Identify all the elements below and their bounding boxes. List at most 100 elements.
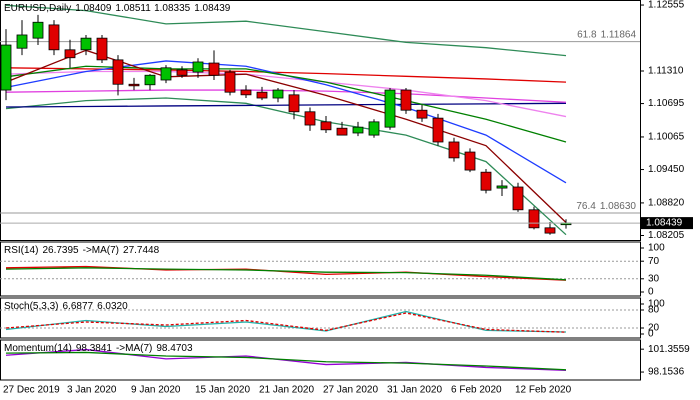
candle-body [288,94,300,113]
y-tick-label: 1.09450 [648,164,685,175]
y-tick-label: 80 [648,305,660,316]
header-part: 6.0320 [97,301,128,312]
header-part: Momentum(14) [4,343,72,354]
panel-header: Stoch(5,3,3) 6.6877 6.0320 [4,301,128,312]
header-part: EURUSD,Daily [4,3,71,14]
fib-level-name: 76.4 [576,201,596,212]
header-part: 98.4703 [156,343,193,354]
indicator-panel-frame [0,241,641,297]
fib-level-price: 1.11864 [601,29,637,40]
candle-body [368,121,380,136]
candle-body [256,91,268,99]
x-tick-label: 15 Jan 2020 [195,385,250,396]
candle-body [64,49,76,59]
y-tick-label: 1.08205 [648,230,685,241]
candle-body [224,71,236,93]
header-part: 98.3841 [76,343,113,354]
candle-body [208,62,220,76]
header-part: RSI(14) [4,245,38,256]
indicator-panel-frame [0,297,641,339]
candle-body [464,151,476,171]
candle-body [128,83,140,87]
indicator-line [5,65,567,143]
candle-body [80,37,92,51]
x-tick-label: 12 Feb 2020 [515,385,572,396]
header-part: Stoch(5,3,3) [4,301,58,312]
x-tick-label: 9 Jan 2020 [131,385,181,396]
price-panel-frame [0,0,641,241]
header-part: 1.08511 [115,3,151,14]
candle-body [240,89,252,96]
candle-body [0,44,12,91]
candle-body [480,171,492,191]
indicator-line [5,312,567,333]
candle-body [400,89,412,111]
indicator-line [5,70,567,118]
fib-level-price: 1.08630 [600,201,637,212]
candle-body [96,37,108,61]
candle-body [496,185,508,189]
panel-header: RSI(14) 26.7395 ->MA(7) 27.7448 [4,245,160,256]
candle-body [144,74,156,86]
y-tick-label: 100 [648,299,665,310]
y-tick-label: 0 [648,329,654,340]
header-part: 27.7448 [123,245,160,256]
header-part: 1.08439 [194,3,231,14]
candle-body [432,117,444,143]
header-part: ->MA(7) [83,245,119,256]
candle-body [304,111,316,126]
candle-body [528,209,540,229]
indicator-line [5,265,567,281]
candle-body [16,34,28,49]
indicator-line [5,67,567,83]
fib-level-label: 61.8 1.11864 [577,29,636,40]
y-tick-label: 1.11310 [648,66,684,77]
indicator-line [5,89,567,103]
candle-body [48,24,60,51]
y-tick-label: 98.1536 [648,367,685,378]
candle-body [416,109,428,119]
x-tick-label: 31 Jan 2020 [387,385,442,396]
y-tick-label: 1.08820 [648,198,685,209]
candle-body [512,186,524,211]
candle-body [176,69,188,76]
y-tick-label: 1.10065 [648,132,685,143]
header-part: 26.7395 [42,245,79,256]
indicator-line [5,267,567,281]
indicator-line [5,348,567,372]
candle-body [272,89,284,99]
y-tick-label: 1.10695 [648,98,685,109]
y-tick-label: 70 [648,256,660,267]
y-tick-label: 1.12555 [648,0,685,11]
header-part: 1.08335 [154,3,191,14]
panel-header: EURUSD,Daily 1.08409 1.08511 1.08335 1.08439 [4,3,231,14]
panel-header: Momentum(14) 98.3841 ->MA(7) 98.4703 [4,343,193,354]
candle-body [320,121,332,131]
y-tick-label: 101.3559 [648,344,690,355]
x-tick-label: 6 Feb 2020 [451,385,502,396]
y-tick-label: 20 [648,323,660,334]
candle-body [384,89,396,128]
candle-body [336,127,348,136]
candle-body [448,141,460,159]
header-part: 1.08409 [75,3,112,14]
current-price-label: 1.08439 [646,218,683,229]
candle-body [112,59,124,85]
fib-level-label: 76.4 1.08630 [576,201,636,212]
header-part: ->MA(7) [116,343,152,354]
indicator-line [5,351,567,371]
indicator-line [5,102,567,108]
indicator-panel-frame [0,339,641,381]
y-tick-label: 100 [648,243,665,254]
x-tick-label: 27 Dec 2019 [3,385,60,396]
y-tick-label: 0 [648,287,654,298]
header-part: 6.6877 [62,301,93,312]
x-tick-label: 21 Jan 2020 [259,385,314,396]
fib-level-name: 61.8 [577,29,597,40]
candle-body [32,21,44,39]
current-price-box [641,217,693,230]
candle-body [544,227,556,234]
x-tick-label: 3 Jan 2020 [67,385,117,396]
indicator-line [5,4,567,57]
